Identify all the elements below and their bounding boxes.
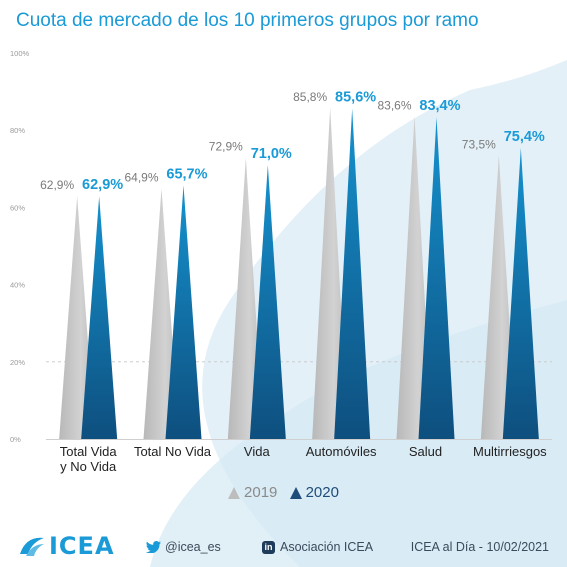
legend-item-2019: 2019 <box>228 484 277 501</box>
data-label-2019: 62,9% <box>40 178 74 192</box>
data-label-2020: 75,4% <box>504 129 545 145</box>
twitter-handle: @icea_es <box>165 540 221 554</box>
linkedin-name: Asociación ICEA <box>280 540 374 554</box>
legend-2020-triangle-icon <box>289 486 302 499</box>
y-tick-label: 80% <box>10 126 25 135</box>
icea-logo: ICEA <box>18 532 115 560</box>
data-label-2020: 62,9% <box>82 177 123 193</box>
icea-logo-text: ICEA <box>49 532 115 560</box>
bar-2020 <box>334 108 371 440</box>
bar-2020 <box>249 164 286 439</box>
bar-2020 <box>418 117 455 440</box>
y-tick-label: 100% <box>10 49 30 58</box>
chart-title: Cuota de mercado de los 10 primeros grup… <box>16 10 479 31</box>
bar-2020 <box>165 185 202 439</box>
data-label-2019: 85,8% <box>293 90 327 104</box>
category-label: Total No Vida <box>134 444 212 459</box>
category-label: Total Vida <box>60 444 118 459</box>
legend-2019-triangle-icon <box>228 486 241 499</box>
data-label-2020: 71,0% <box>251 146 292 162</box>
category-label: Vida <box>244 444 271 459</box>
y-tick-label: 0% <box>10 435 21 444</box>
y-tick-label: 60% <box>10 203 25 212</box>
twitter-link[interactable]: @icea_es <box>146 540 221 554</box>
icea-logo-mark-icon <box>20 537 44 556</box>
data-label-2020: 65,7% <box>166 166 207 182</box>
footer: ICEA @icea_es in Asociación ICEA ICEA al… <box>0 528 567 567</box>
data-label-2020: 85,6% <box>335 90 376 106</box>
twitter-icon <box>146 541 161 553</box>
linkedin-link[interactable]: in Asociación ICEA <box>262 540 373 554</box>
bar-2020 <box>81 196 118 439</box>
chart-legend: 2019 2020 <box>0 484 567 503</box>
data-label-2020: 83,4% <box>419 98 460 114</box>
publication-date: ICEA al Día - 10/02/2021 <box>410 540 549 554</box>
legend-item-2020: 2020 <box>289 484 339 501</box>
linkedin-icon: in <box>262 540 275 554</box>
category-label: Salud <box>409 444 442 459</box>
category-label: Multirriesgos <box>473 444 547 459</box>
data-label-2019: 83,6% <box>377 98 411 112</box>
category-label: Automóviles <box>306 444 377 459</box>
data-label-2019: 73,5% <box>462 137 496 151</box>
data-label-2019: 72,9% <box>209 140 243 154</box>
data-label-2019: 64,9% <box>124 170 158 184</box>
legend-label-2020: 2020 <box>305 484 339 501</box>
bar-2020 <box>502 147 539 439</box>
y-tick-label: 20% <box>10 358 25 367</box>
legend-label-2019: 2019 <box>244 484 278 501</box>
y-tick-label: 40% <box>10 281 25 290</box>
category-label: y No Vida <box>60 459 117 474</box>
